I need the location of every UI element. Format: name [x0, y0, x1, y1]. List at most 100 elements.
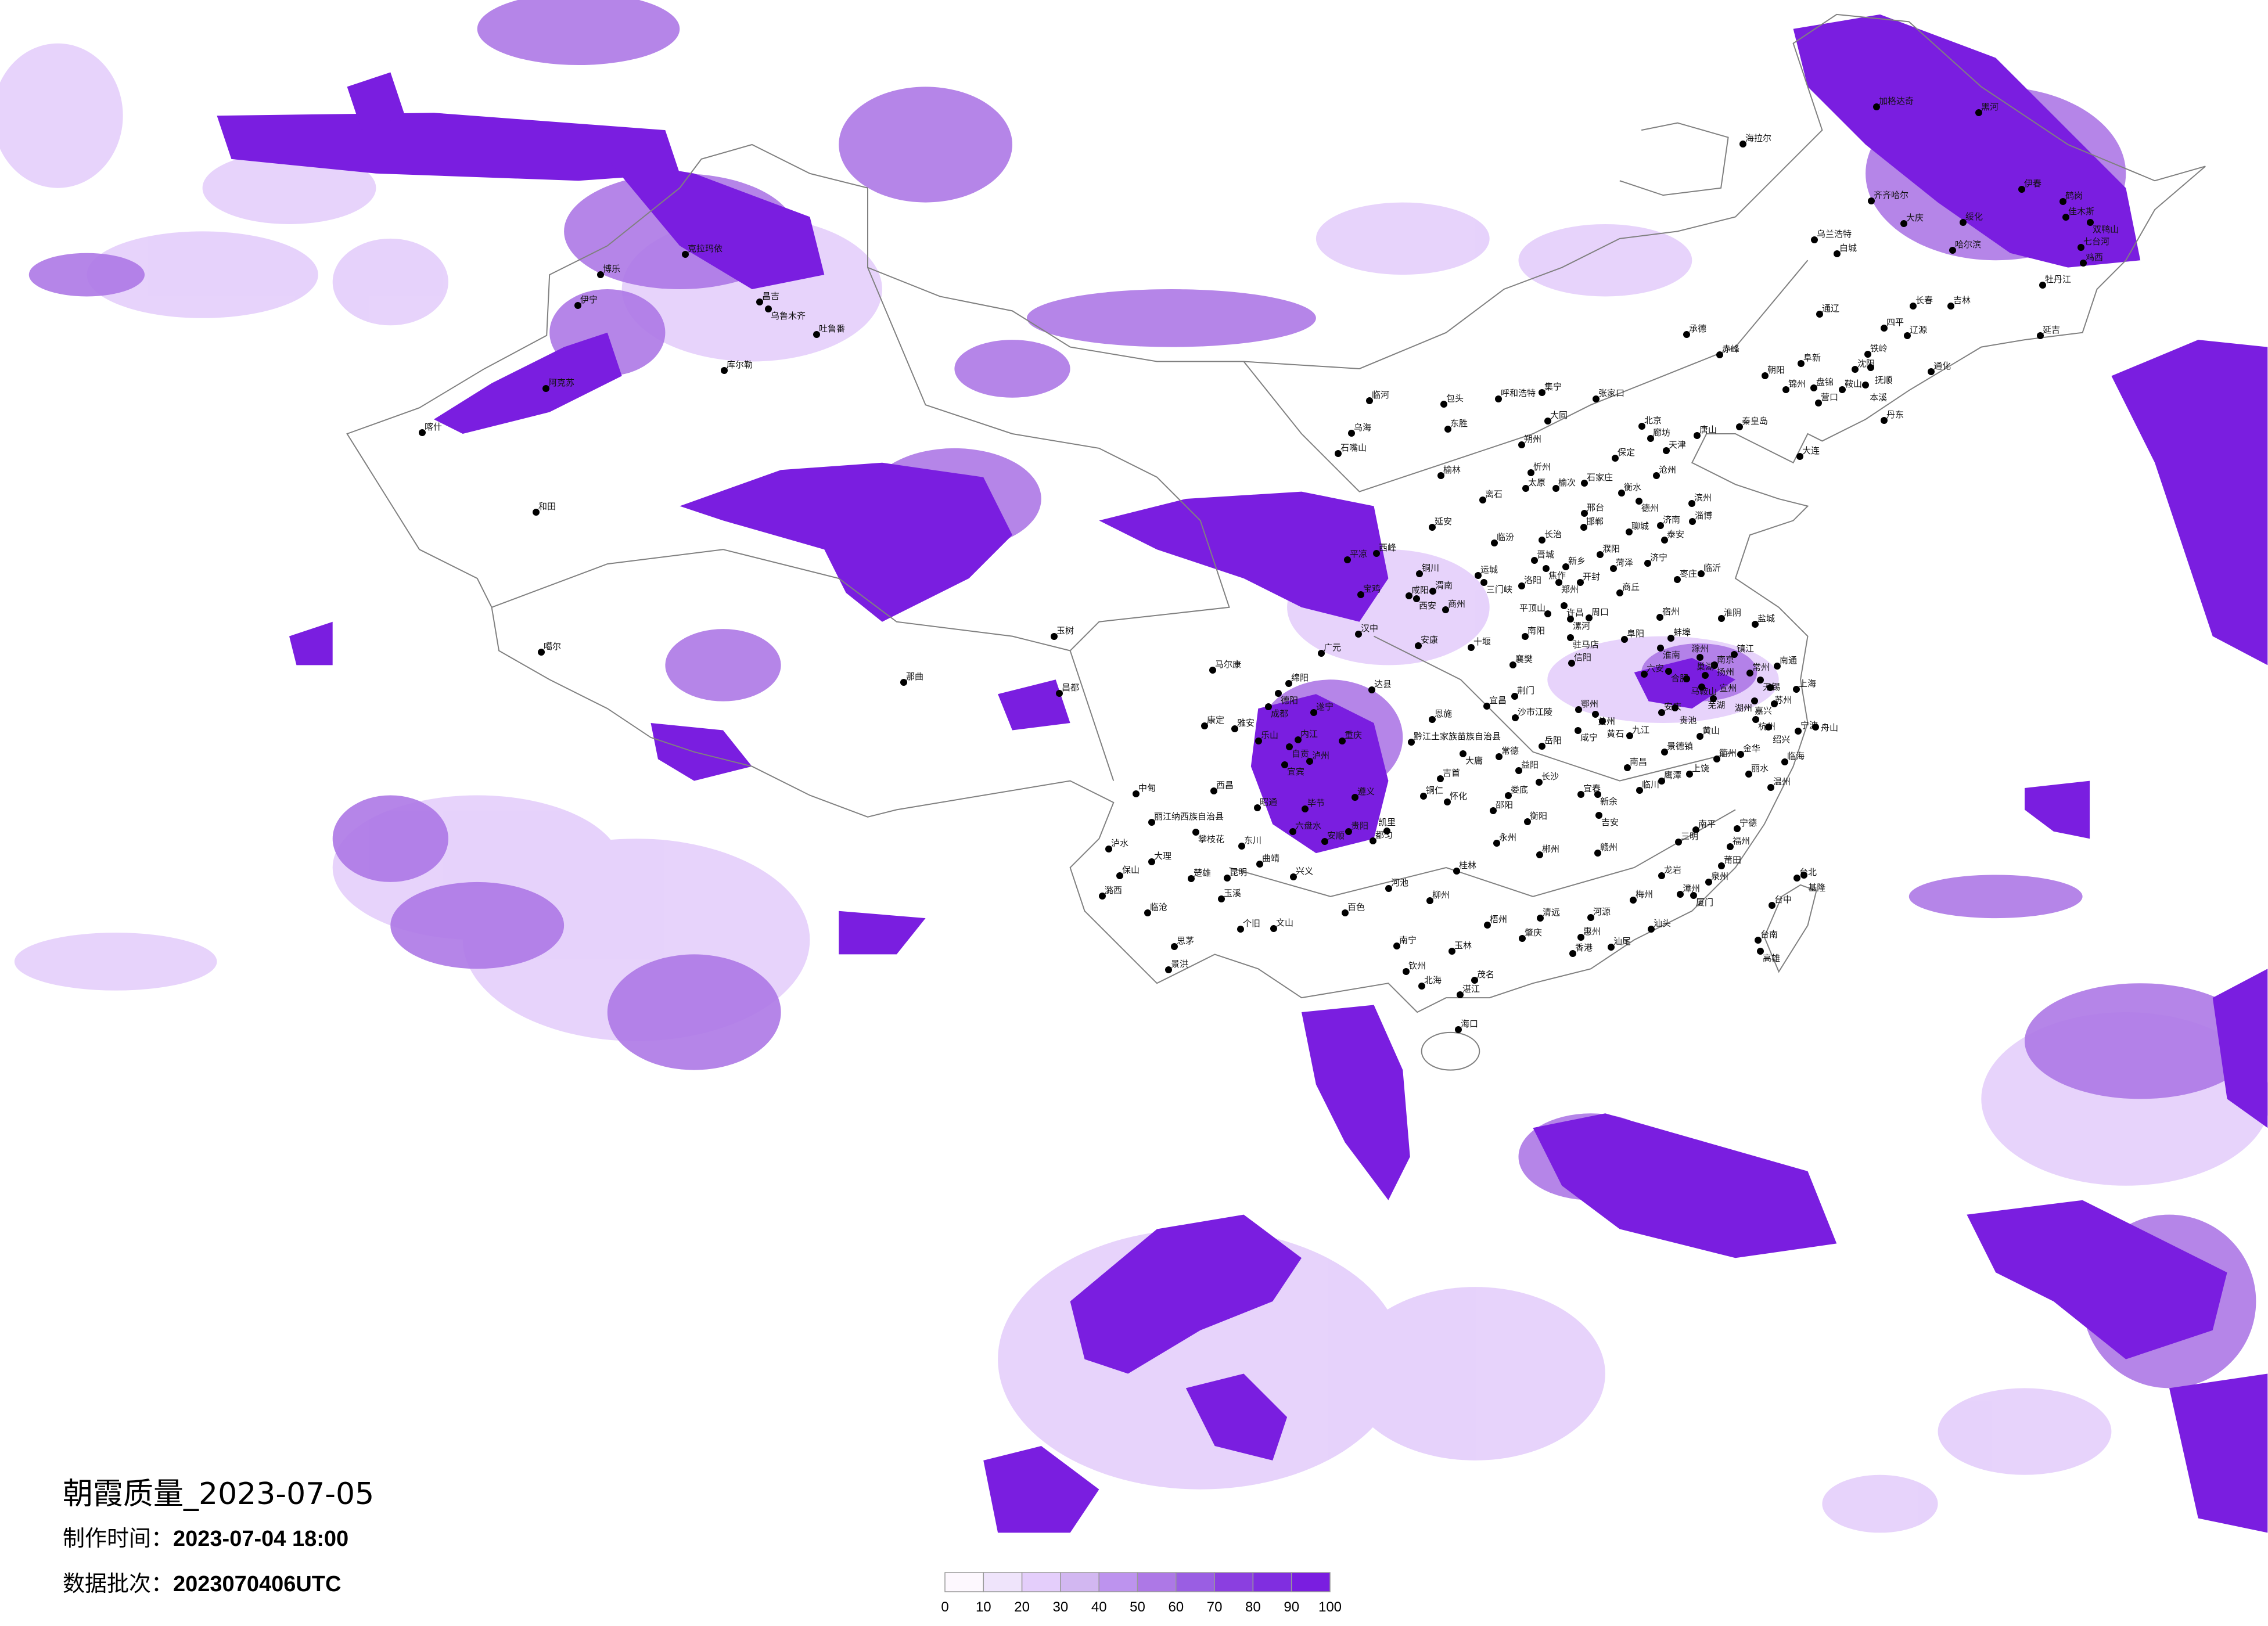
city-label: 南阳	[1527, 625, 1545, 636]
city-marker: 大庆	[1900, 213, 1924, 227]
city-dot	[2037, 332, 2044, 339]
city-label: 百色	[1347, 902, 1365, 912]
city-dot	[1644, 560, 1651, 567]
legend-swatch	[1176, 1572, 1215, 1592]
city-marker: 聊城	[1626, 521, 1649, 535]
city-label: 包头	[1446, 393, 1464, 404]
city-dot	[1745, 771, 1752, 778]
city-dot	[1594, 850, 1601, 857]
city-label: 香港	[1575, 942, 1593, 953]
city-label: 榆次	[1558, 477, 1576, 488]
city-dot	[1638, 423, 1645, 430]
city-marker: 廊坊	[1647, 427, 1670, 442]
city-label: 达县	[1374, 679, 1392, 689]
city-dot	[1493, 840, 1500, 847]
city-dot	[1522, 633, 1529, 640]
city-marker: 驻马店	[1567, 634, 1599, 650]
city-dot	[1696, 733, 1703, 740]
city-marker: 焦作	[1543, 565, 1566, 581]
city-label: 昌吉	[762, 291, 779, 301]
city-marker: 石嘴山	[1335, 443, 1367, 457]
city-label: 内江	[1300, 729, 1318, 739]
city-dot	[1755, 937, 1762, 944]
city-label: 丽水	[1751, 763, 1769, 774]
city-marker: 秦皇岛	[1736, 416, 1768, 430]
city-label: 铜川	[1422, 563, 1439, 573]
city-dot	[1815, 400, 1822, 406]
city-marker: 邢台	[1581, 502, 1604, 517]
city-label: 宣州	[1719, 683, 1737, 693]
city-marker: 渭南	[1429, 580, 1453, 595]
city-dot	[1653, 472, 1660, 479]
city-dot	[1621, 636, 1628, 643]
city-dot	[1270, 925, 1277, 932]
city-marker: 朔州	[1518, 434, 1541, 448]
city-marker: 宜昌	[1483, 695, 1507, 710]
province-borders	[1243, 260, 1809, 492]
city-dot	[419, 429, 426, 436]
sunrise-quality-heatmap	[0, 0, 2268, 1533]
taiwan-outline	[1763, 884, 1817, 973]
city-marker: 六安	[1641, 663, 1664, 678]
city-marker: 康定	[1201, 715, 1224, 729]
city-marker: 基隆	[1800, 872, 1825, 893]
city-marker: 桂林	[1453, 860, 1476, 875]
city-label: 榆林	[1443, 465, 1461, 475]
city-dot	[1148, 858, 1155, 865]
city-marker: 杭州	[1752, 716, 1775, 732]
city-dot	[1594, 791, 1601, 798]
city-dot	[1537, 915, 1544, 922]
city-marker: 毕节	[1302, 798, 1325, 812]
city-dot	[1344, 556, 1351, 563]
city-marker: 本溪	[1862, 382, 1887, 403]
city-dot	[1636, 787, 1643, 794]
city-marker: 景洪	[1165, 959, 1188, 973]
city-label: 六盘水	[1295, 821, 1321, 831]
city-marker: 盐城	[1752, 613, 1775, 628]
city-dot	[1674, 576, 1681, 583]
city-dot	[1561, 602, 1568, 609]
city-dot	[1734, 825, 1741, 832]
city-dot	[1310, 709, 1317, 716]
city-marker: 河源	[1587, 906, 1611, 921]
city-dot	[1105, 846, 1112, 852]
city-dot	[1479, 497, 1486, 503]
city-label: 赤峰	[1722, 344, 1739, 354]
city-dot	[1231, 725, 1238, 732]
city-label: 宜昌	[1489, 695, 1507, 706]
city-dot	[1254, 804, 1261, 811]
city-dot	[1429, 524, 1436, 531]
city-marker: 吐鲁番	[813, 323, 845, 338]
city-label: 高雄	[1763, 953, 1780, 963]
city-dot	[1165, 966, 1172, 973]
city-marker: 赣州	[1594, 842, 1618, 857]
city-marker: 阿克苏	[542, 377, 574, 392]
city-label: 昌都	[1062, 682, 1079, 693]
city-label: 铜仁	[1426, 785, 1443, 796]
city-marker: 湖州	[1735, 697, 1758, 713]
city-dot	[1698, 684, 1705, 690]
city-dot	[1286, 743, 1293, 750]
city-label: 台中	[1774, 894, 1792, 905]
city-marker: 延安	[1429, 516, 1452, 531]
city-label: 临海	[1787, 751, 1805, 761]
city-marker: 鹤岗	[2059, 190, 2083, 205]
city-marker: 景德镇	[1661, 741, 1693, 756]
city-dot	[1694, 432, 1701, 439]
city-dot	[1484, 922, 1491, 929]
city-dot	[1440, 401, 1447, 408]
city-label: 太原	[1528, 477, 1545, 488]
city-marker: 乌兰浩特	[1811, 229, 1852, 243]
city-label: 喀什	[425, 422, 442, 432]
city-dot	[1370, 837, 1376, 844]
city-marker: 营口	[1815, 392, 1838, 406]
city-label: 晋城	[1537, 549, 1554, 560]
city-dot	[1524, 818, 1531, 825]
city-marker: 淄博	[1689, 510, 1712, 525]
city-dot	[1683, 331, 1690, 338]
city-label: 西昌	[1216, 780, 1234, 790]
city-label: 大同	[1550, 410, 1568, 420]
city-dot	[1444, 798, 1451, 805]
made-time-value: 2023-07-04 18:00	[173, 1527, 349, 1551]
city-label: 黔江土家族苗族自治县	[1414, 731, 1501, 742]
